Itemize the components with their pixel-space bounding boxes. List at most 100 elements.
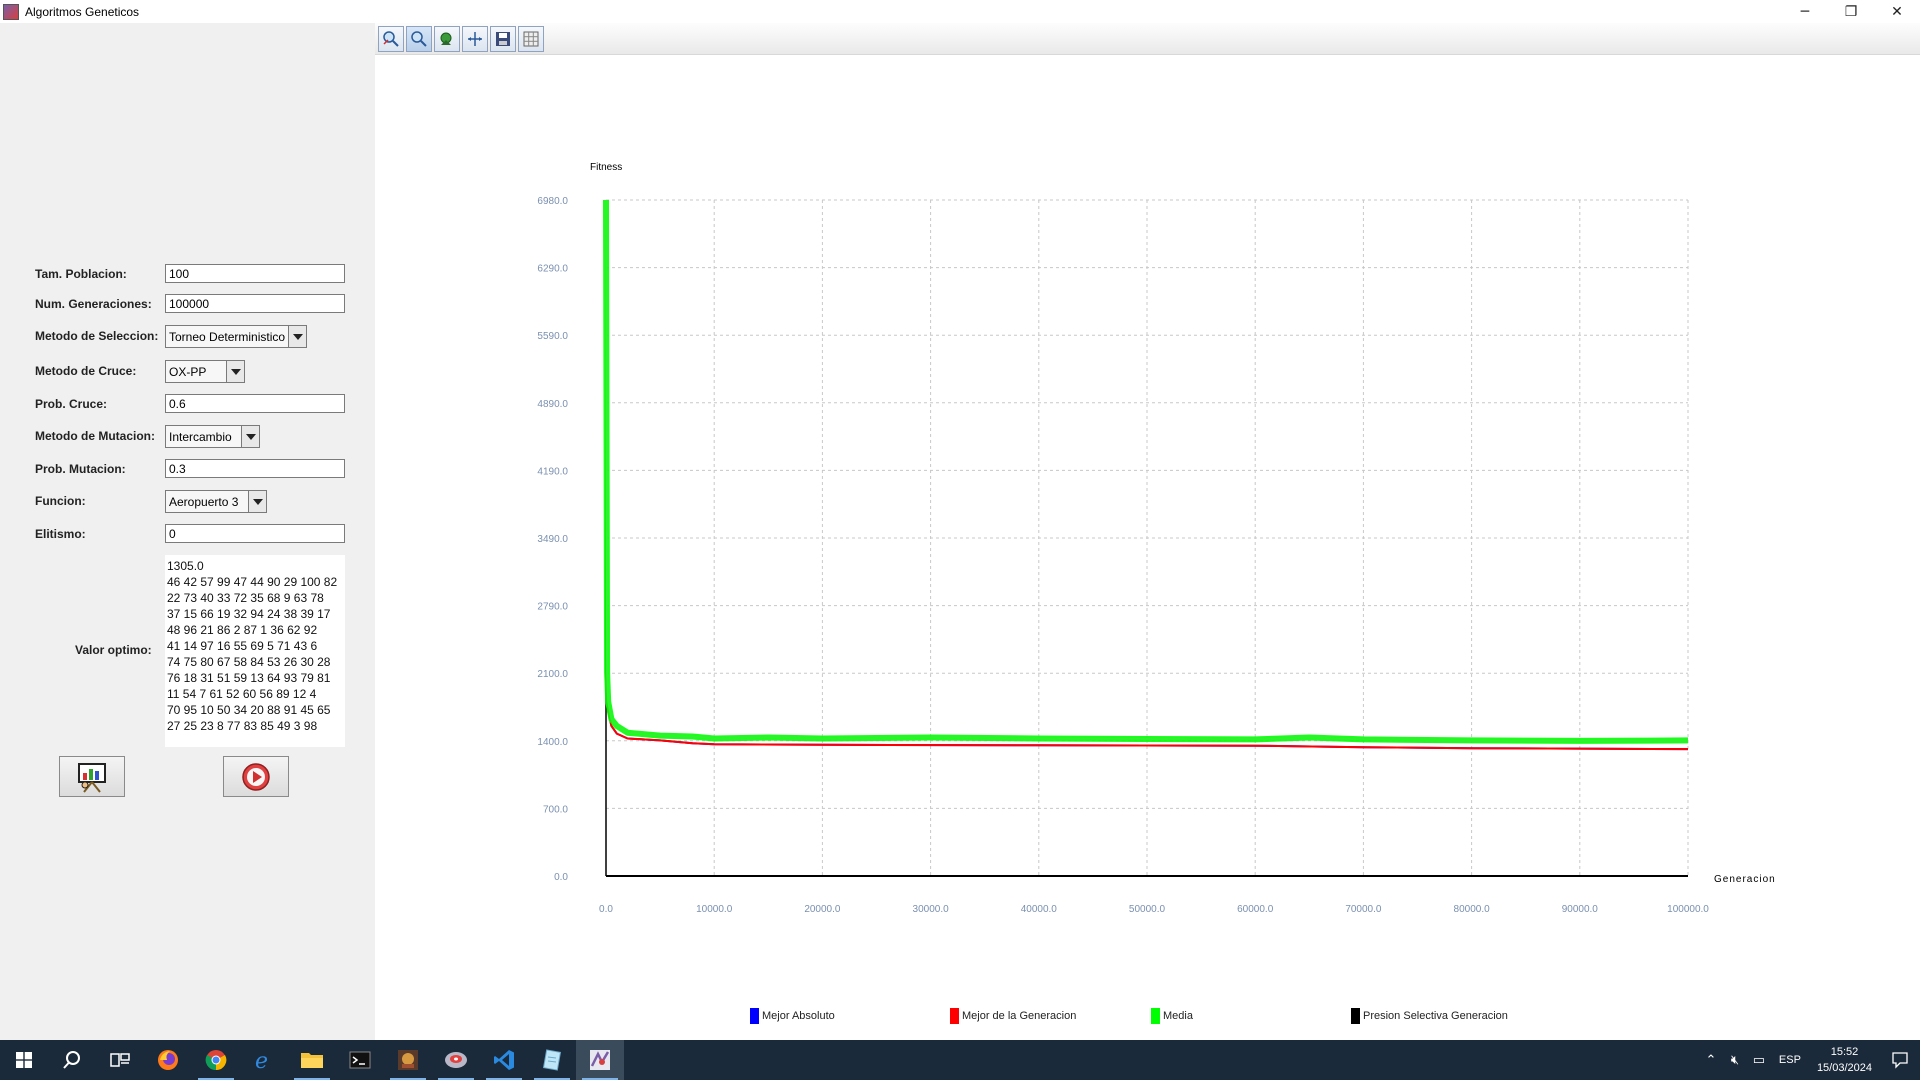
network-icon[interactable]: ▭ (1752, 1052, 1766, 1068)
x-tick-label: 10000.0 (696, 904, 733, 915)
chevron-down-icon[interactable] (241, 426, 259, 447)
minimize-button[interactable]: ─ (1800, 3, 1810, 20)
notepad-icon (542, 1049, 562, 1071)
result-line: 46 42 57 99 47 44 90 29 100 82 (167, 575, 338, 589)
save-button[interactable] (490, 25, 516, 52)
elitismo-input[interactable] (165, 524, 345, 543)
x-tick-label: 0.0 (599, 904, 613, 915)
language-indicator[interactable]: ESP (1778, 1054, 1801, 1066)
task-view-button[interactable] (96, 1040, 144, 1080)
pan-button[interactable] (434, 25, 460, 52)
fit-button[interactable] (462, 25, 488, 52)
search-button[interactable] (48, 1040, 96, 1080)
series-line-1 (605, 672, 1689, 751)
start-button[interactable] (0, 1040, 48, 1080)
legend-swatch-3 (1351, 1008, 1360, 1024)
volume-muted-icon[interactable]: 🔇︎ (1730, 1052, 1740, 1068)
taskbar-explorer[interactable] (288, 1040, 336, 1080)
chevron-down-icon[interactable] (248, 491, 266, 512)
system-tray: ⌃ 🔇︎ ▭ ESP 15:52 15/03/2024 (1699, 1040, 1920, 1080)
legend-label-1: Mejor de la Generacion (962, 1010, 1076, 1022)
legend-swatch-1 (950, 1008, 959, 1024)
seleccion-value: Torneo Deterministico (169, 330, 286, 344)
app-icon (3, 3, 19, 20)
result-line: 22 73 40 33 72 35 68 9 63 78 (167, 591, 324, 605)
zoom-icon (411, 30, 427, 47)
fitness-chart[interactable]: 0.0 10000.0 20000.0 30000.0 40000.0 50000.0 60… (375, 55, 1920, 1040)
notifications-button[interactable] (1880, 1051, 1920, 1069)
pan-icon (440, 32, 452, 45)
chevron-down-icon[interactable] (226, 361, 244, 382)
taskbar-edge[interactable]: e (240, 1040, 288, 1080)
firefox-icon (158, 1050, 178, 1070)
y-tick-label: 700.0 (543, 804, 568, 815)
valor-optimo-output[interactable]: 1305.0 46 42 57 99 47 44 90 29 100 82 22… (165, 555, 345, 747)
config-panel: Tam. Poblacion: Num. Generaciones: Metod… (0, 23, 375, 1040)
cruce-label: Metodo de Cruce: (35, 364, 137, 378)
y-tick-label: 2100.0 (537, 669, 568, 680)
taskbar-disk-app[interactable] (432, 1040, 480, 1080)
window-title: Algoritmos Geneticos (25, 4, 140, 19)
show-chart-button[interactable] (59, 756, 125, 797)
x-tick-label: 30000.0 (913, 904, 950, 915)
taskbar-game-app[interactable] (384, 1040, 432, 1080)
grid-icon (523, 31, 539, 46)
mutacion-value: Intercambio (169, 430, 232, 444)
y-tick-label: 0.0 (554, 872, 568, 883)
y-tick-label: 3490.0 (537, 534, 568, 545)
legend-label-0: Mejor Absoluto (762, 1010, 835, 1022)
cruce-select[interactable]: OX-PP (165, 360, 245, 383)
window-titlebar: Algoritmos Geneticos ─ ❐ ✕ (0, 0, 1920, 23)
legend-swatch-2 (1151, 1008, 1160, 1024)
poblacion-input[interactable] (165, 264, 345, 283)
task-view-icon (110, 1053, 130, 1067)
mutacion-label: Metodo de Mutacion: (35, 429, 155, 443)
result-line: 41 14 97 16 55 69 5 71 43 6 (167, 639, 318, 653)
app-game-icon (398, 1050, 418, 1070)
x-tick-label: 100000.0 (1667, 904, 1709, 915)
file-explorer-icon (301, 1053, 323, 1068)
vscode-icon (494, 1050, 514, 1070)
funcion-select[interactable]: Aeropuerto 3 (165, 490, 267, 513)
taskbar-chrome[interactable] (192, 1040, 240, 1080)
zoom-button[interactable] (406, 25, 432, 52)
elitismo-label: Elitismo: (35, 527, 86, 541)
taskbar-vscode[interactable] (480, 1040, 528, 1080)
taskbar-notepad[interactable] (528, 1040, 576, 1080)
x-axis-label: Generacion (1714, 874, 1776, 885)
funcion-value: Aeropuerto 3 (169, 495, 239, 509)
prob-cruce-input[interactable] (165, 394, 345, 413)
mutacion-select[interactable]: Intercambio (165, 425, 260, 448)
result-line: 76 18 31 51 59 13 64 93 79 81 (167, 671, 331, 685)
window-controls: ─ ❐ ✕ (1782, 0, 1920, 23)
run-button[interactable] (223, 756, 289, 797)
zoom-reset-button[interactable] (378, 25, 404, 52)
chart-panel: 0.0 10000.0 20000.0 30000.0 40000.0 50000.0 60… (375, 23, 1920, 1040)
play-record-icon (242, 762, 270, 791)
edge-icon: e (255, 1049, 268, 1072)
x-tick-label: 70000.0 (1345, 904, 1382, 915)
x-tick-label: 90000.0 (1562, 904, 1599, 915)
taskbar-algoritmos-app[interactable] (576, 1040, 624, 1080)
generaciones-input[interactable] (165, 294, 345, 313)
y-tick-label: 5590.0 (537, 331, 568, 342)
x-tick-label: 50000.0 (1129, 904, 1166, 915)
chevron-up-icon[interactable]: ⌃ (1705, 1052, 1717, 1068)
x-tick-label: 80000.0 (1454, 904, 1491, 915)
seleccion-select[interactable]: Torneo Deterministico (165, 325, 308, 348)
prob-mutacion-input[interactable] (165, 459, 345, 478)
grid-button[interactable] (518, 25, 544, 52)
terminal-icon (349, 1051, 371, 1069)
y-tick-label: 4190.0 (537, 466, 568, 477)
result-line: 37 15 66 19 32 94 24 38 39 17 (167, 607, 331, 621)
chevron-down-icon[interactable] (288, 326, 307, 347)
search-icon (63, 1051, 80, 1069)
close-button[interactable]: ✕ (1891, 3, 1903, 20)
taskbar-firefox[interactable] (144, 1040, 192, 1080)
clock[interactable]: 15:52 15/03/2024 (1809, 1044, 1880, 1076)
restore-button[interactable]: ❐ (1844, 3, 1858, 20)
result-line: 74 75 80 67 58 84 53 26 30 28 (167, 655, 331, 669)
taskbar-terminal[interactable] (336, 1040, 384, 1080)
x-tick-label: 20000.0 (804, 904, 841, 915)
algoritmos-app-icon (590, 1050, 610, 1070)
